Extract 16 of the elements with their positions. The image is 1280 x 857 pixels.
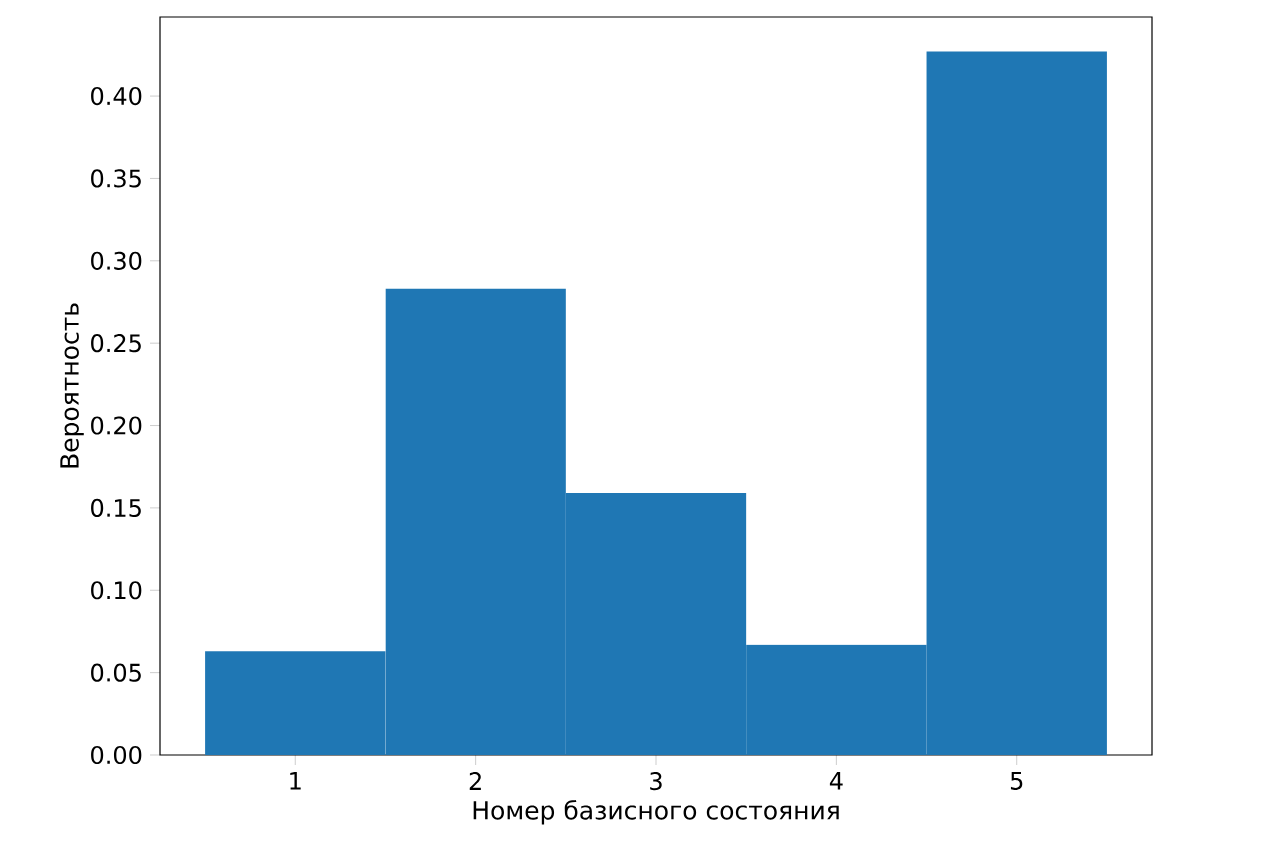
y-tick-label: 0.30 xyxy=(91,251,142,270)
y-tick-label: 0.25 xyxy=(91,334,141,353)
x-axis-title: Номер базисного состояния xyxy=(473,799,839,825)
y-tick-label: 0.20 xyxy=(91,416,142,435)
y-tick-label: 0.10 xyxy=(91,581,142,600)
y-tick-label: 0.00 xyxy=(91,745,142,765)
y-axis-title: Вероятность xyxy=(60,303,84,468)
x-tick-label: 2 xyxy=(469,772,481,790)
y-tick-label: 0.35 xyxy=(91,169,141,188)
x-tick-label: 1 xyxy=(290,772,301,790)
y-tick-label: 0.40 xyxy=(91,86,142,106)
y-tick-label: 0.05 xyxy=(91,663,141,682)
x-tick-label: 4 xyxy=(829,772,843,790)
y-tick-label: 0.15 xyxy=(91,498,141,517)
x-tick-label: 3 xyxy=(650,772,662,791)
x-tick-label: 5 xyxy=(1010,772,1023,790)
